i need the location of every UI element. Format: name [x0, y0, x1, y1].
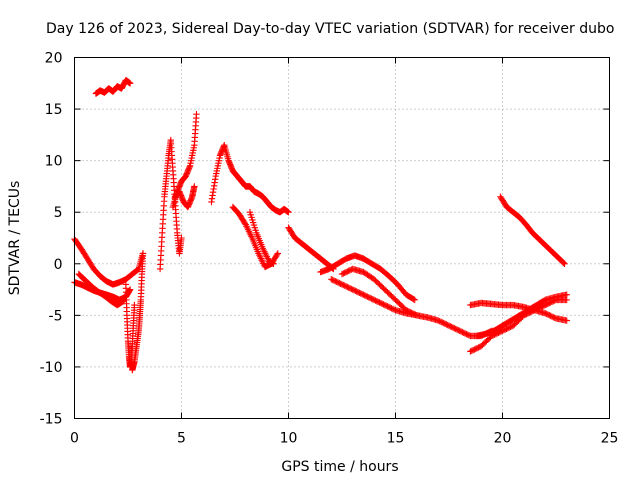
- series-s10: [208, 141, 292, 216]
- data-point: [193, 111, 200, 118]
- series-s9: [171, 183, 198, 211]
- x-tick-label: 0: [70, 431, 79, 447]
- data-point: [131, 301, 138, 309]
- grid-layer: [74, 57, 610, 419]
- series-s19: [473, 291, 570, 340]
- data-point: [411, 296, 418, 304]
- y-tick-label: 5: [54, 205, 63, 221]
- data-point: [410, 296, 417, 303]
- data-point: [178, 234, 185, 242]
- y-tick-label: -10: [40, 360, 63, 376]
- data-point: [560, 259, 567, 267]
- data-point: [191, 183, 198, 190]
- x-tick-label: 5: [177, 431, 186, 447]
- y-tick-label: -5: [49, 308, 63, 324]
- series-s20: [497, 193, 568, 267]
- y-tick-label: -15: [40, 412, 63, 428]
- series-s11: [229, 203, 281, 271]
- series-s6: [129, 250, 147, 374]
- data-point: [270, 260, 277, 267]
- y-tick-label: 20: [45, 51, 63, 67]
- y-tick-label: 15: [45, 102, 63, 118]
- x-tick-label: 15: [387, 431, 405, 447]
- x-tick-label: 20: [494, 431, 512, 447]
- series-s7: [156, 136, 185, 273]
- series-s15: [338, 265, 421, 319]
- series-s1: [71, 235, 147, 288]
- x-tick-label: 10: [280, 431, 298, 447]
- data-point: [126, 286, 134, 293]
- data-point: [139, 250, 147, 257]
- y-tick-label: 10: [45, 154, 63, 170]
- y-tick-label: 0: [54, 257, 63, 273]
- plot-frame: [74, 57, 610, 419]
- series-s4: [92, 76, 134, 97]
- series-s12: [246, 209, 277, 267]
- data-point: [285, 209, 292, 216]
- data-point: [561, 260, 568, 267]
- data-point: [274, 250, 281, 257]
- data-point: [563, 317, 570, 324]
- data-point: [563, 291, 570, 298]
- chart-title: Day 126 of 2023, Sidereal Day-to-day VTE…: [46, 21, 614, 37]
- y-axis-label: SDTVAR / TECUs: [7, 181, 23, 296]
- data-point: [273, 251, 281, 258]
- data-point: [126, 80, 134, 87]
- series-s3: [75, 270, 127, 309]
- x-axis-label: GPS time / hours: [281, 459, 398, 475]
- data-points: [71, 76, 570, 374]
- x-tick-label: 25: [601, 431, 619, 447]
- series-s13: [285, 224, 337, 273]
- ticks-layer: 0 5 10 15 20 25 -15 -10 -5 0 5 10 15 20: [40, 51, 619, 447]
- series-s14: [317, 252, 418, 304]
